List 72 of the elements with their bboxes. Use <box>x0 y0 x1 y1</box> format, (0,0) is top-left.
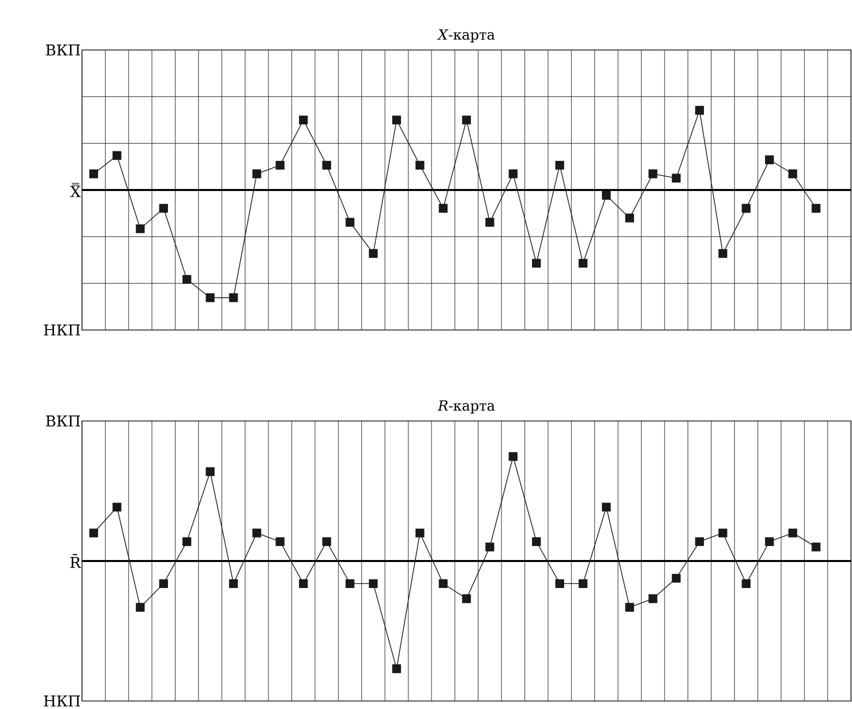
point <box>368 249 378 258</box>
point <box>485 542 494 552</box>
point <box>508 169 518 178</box>
point <box>136 224 145 234</box>
point <box>508 452 518 461</box>
point <box>672 174 681 183</box>
point <box>322 537 332 546</box>
chart-title: R-карта <box>438 400 495 414</box>
point <box>136 602 145 612</box>
point <box>742 204 751 213</box>
text: ВКП <box>46 416 80 426</box>
point <box>438 579 448 588</box>
point <box>416 160 424 170</box>
text: ВКП <box>46 44 80 56</box>
point <box>788 528 798 538</box>
point <box>602 190 611 200</box>
point <box>648 594 658 604</box>
point <box>89 169 98 178</box>
point <box>229 293 238 302</box>
point <box>206 467 215 476</box>
chart-title: X-карта <box>437 29 495 42</box>
point <box>298 579 308 588</box>
point <box>159 579 168 588</box>
point <box>742 579 751 588</box>
point <box>578 579 588 588</box>
point <box>392 116 401 124</box>
point <box>346 218 354 227</box>
point <box>602 502 611 512</box>
point <box>89 528 98 538</box>
text: X̿ <box>70 182 81 197</box>
point <box>322 160 332 170</box>
point <box>695 106 704 115</box>
point <box>252 528 262 538</box>
point <box>462 116 471 124</box>
point <box>765 537 774 546</box>
point <box>462 594 471 604</box>
point <box>252 169 262 178</box>
text: НКП <box>44 696 80 706</box>
point <box>276 537 284 546</box>
point <box>298 116 308 124</box>
point <box>229 579 238 588</box>
text: НКП <box>44 324 80 336</box>
point <box>812 204 820 213</box>
point <box>438 204 448 213</box>
point <box>532 537 541 546</box>
point <box>578 258 588 268</box>
text: R̄ <box>70 554 82 568</box>
point <box>718 249 728 258</box>
point <box>182 274 192 284</box>
point <box>159 204 168 213</box>
point <box>532 258 541 268</box>
point <box>112 502 122 512</box>
point <box>182 537 192 546</box>
point <box>112 151 122 160</box>
point <box>672 574 681 583</box>
point <box>788 169 798 178</box>
point <box>346 579 354 588</box>
point <box>276 160 284 170</box>
point <box>625 214 634 222</box>
point <box>812 542 820 552</box>
point <box>648 169 658 178</box>
point <box>206 293 215 302</box>
point <box>555 579 564 588</box>
point <box>695 537 704 546</box>
point <box>368 579 378 588</box>
point <box>555 160 564 170</box>
point <box>765 155 774 164</box>
point <box>485 218 494 227</box>
point <box>416 528 424 538</box>
point <box>625 602 634 612</box>
point <box>392 664 401 674</box>
point <box>718 528 728 538</box>
